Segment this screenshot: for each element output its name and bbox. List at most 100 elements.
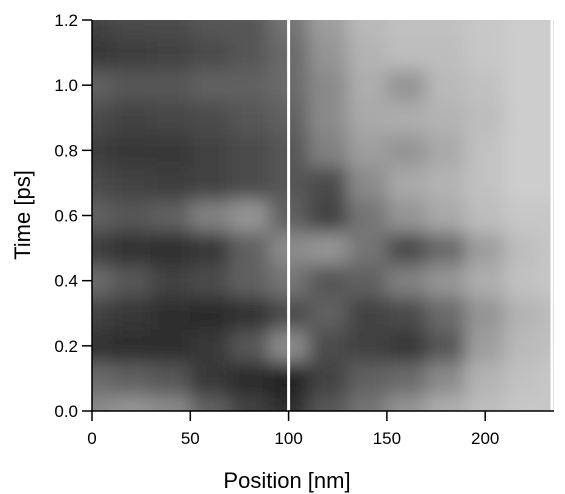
heatmap-cell — [111, 20, 152, 37]
heatmap-cell — [347, 362, 388, 396]
x-axis-title: Position [nm] — [223, 468, 350, 493]
heatmap-cell — [539, 264, 554, 298]
heatmap-cell — [92, 362, 113, 396]
heatmap-cell — [426, 166, 467, 200]
heatmap-cell — [308, 20, 349, 37]
heatmap-cell — [426, 199, 467, 233]
heatmap-cell — [111, 134, 152, 168]
heatmap-cell — [504, 231, 540, 265]
y-tick-label: 0.0 — [54, 402, 78, 421]
heatmap-cell — [539, 329, 554, 363]
heatmap-cell — [465, 264, 506, 298]
heatmap-cell — [111, 264, 152, 298]
heatmap-cell — [92, 231, 113, 265]
heatmap-cell — [111, 329, 152, 363]
heatmap-cell — [386, 264, 427, 298]
heatmap-cell — [426, 296, 467, 331]
heatmap-cell — [229, 231, 270, 265]
heatmap-cell — [111, 231, 152, 265]
heatmap-cell — [150, 36, 191, 70]
heatmap-cell — [386, 296, 427, 331]
y-axis-ticks: 0.0 0.2 0.4 0.6 0.8 1.0 1.2 — [54, 11, 92, 421]
heatmap-cell — [347, 296, 388, 331]
y-tick-label: 0.4 — [54, 272, 78, 291]
heatmap-cell — [539, 134, 554, 168]
heatmap-cell — [150, 101, 191, 135]
heatmap-cell — [465, 134, 506, 168]
heatmap-cell — [539, 101, 554, 135]
heatmap-cell — [111, 101, 152, 135]
heatmap-cell — [111, 68, 152, 102]
heatmap-cell — [92, 20, 113, 37]
heatmap-cell — [92, 394, 113, 411]
heatmap-cell — [190, 199, 231, 233]
heatmap-cell — [92, 101, 113, 135]
heatmap-cell — [190, 329, 231, 363]
heatmap-cell — [190, 36, 231, 70]
heatmap-cell — [92, 134, 113, 168]
vertical-markers — [287, 20, 554, 411]
heatmap-cell — [229, 329, 270, 363]
heatmap-cell — [308, 199, 349, 233]
heatmap-cell — [308, 394, 349, 411]
heatmap-cell — [539, 36, 554, 70]
heatmap-cell — [504, 199, 540, 233]
heatmap-cell — [190, 362, 231, 396]
heatmap-cell — [465, 394, 506, 411]
heatmap-cell — [426, 231, 467, 265]
heatmap-cell — [111, 296, 152, 331]
heatmap-cell — [308, 231, 349, 265]
heatmap-cell — [386, 36, 427, 70]
y-tick-label: 0.6 — [54, 207, 78, 226]
heatmap-cell — [347, 199, 388, 233]
heatmap-cell — [347, 231, 388, 265]
heatmap-cell — [347, 20, 388, 37]
heatmap-cell — [190, 296, 231, 331]
heatmap-cell — [465, 329, 506, 363]
heatmap-cell — [426, 20, 467, 37]
y-tick-label: 1.2 — [54, 11, 78, 30]
heatmap-cell — [150, 134, 191, 168]
heatmap-cell — [386, 134, 427, 168]
heatmap-cell — [426, 36, 467, 70]
y-tick-label: 1.0 — [54, 76, 78, 95]
heatmap-cell — [386, 68, 427, 102]
heatmap-cell — [150, 166, 191, 200]
heatmap-cell — [504, 394, 540, 411]
heatmap-cell — [504, 329, 540, 363]
heatmap-cell — [111, 362, 152, 396]
heatmap-cell — [308, 296, 349, 331]
x-tick-label: 50 — [181, 429, 200, 448]
heatmap-cell — [504, 264, 540, 298]
heatmap-cell — [229, 199, 270, 233]
x-tick-label: 100 — [274, 429, 302, 448]
heatmap-cell — [386, 20, 427, 37]
heatmap-cell — [347, 264, 388, 298]
heatmap-cell — [229, 20, 270, 37]
heatmap-cell — [190, 134, 231, 168]
heatmap-cell — [426, 134, 467, 168]
heatmap-cell — [347, 134, 388, 168]
heatmap-cell — [229, 296, 270, 331]
heatmap-cell — [150, 231, 191, 265]
heatmap-cell — [229, 166, 270, 200]
heatmap-cell — [539, 394, 554, 411]
heatmap-cell — [111, 394, 152, 411]
heatmap-cell — [347, 36, 388, 70]
y-tick-label: 0.2 — [54, 337, 78, 356]
heatmap-cell — [150, 296, 191, 331]
heatmap-cell — [539, 68, 554, 102]
heatmap-cell — [190, 166, 231, 200]
heatmap-cell — [504, 36, 540, 70]
heatmap-cell — [539, 362, 554, 396]
heatmap-cell — [347, 166, 388, 200]
heatmap-cell — [190, 231, 231, 265]
heatmap-cell — [539, 231, 554, 265]
heatmap-cell — [426, 329, 467, 363]
heatmap-cell — [92, 199, 113, 233]
heatmap-cell — [150, 68, 191, 102]
heatmap-cell — [504, 362, 540, 396]
heatmap-cell — [386, 394, 427, 411]
heatmap-cell — [539, 166, 554, 200]
